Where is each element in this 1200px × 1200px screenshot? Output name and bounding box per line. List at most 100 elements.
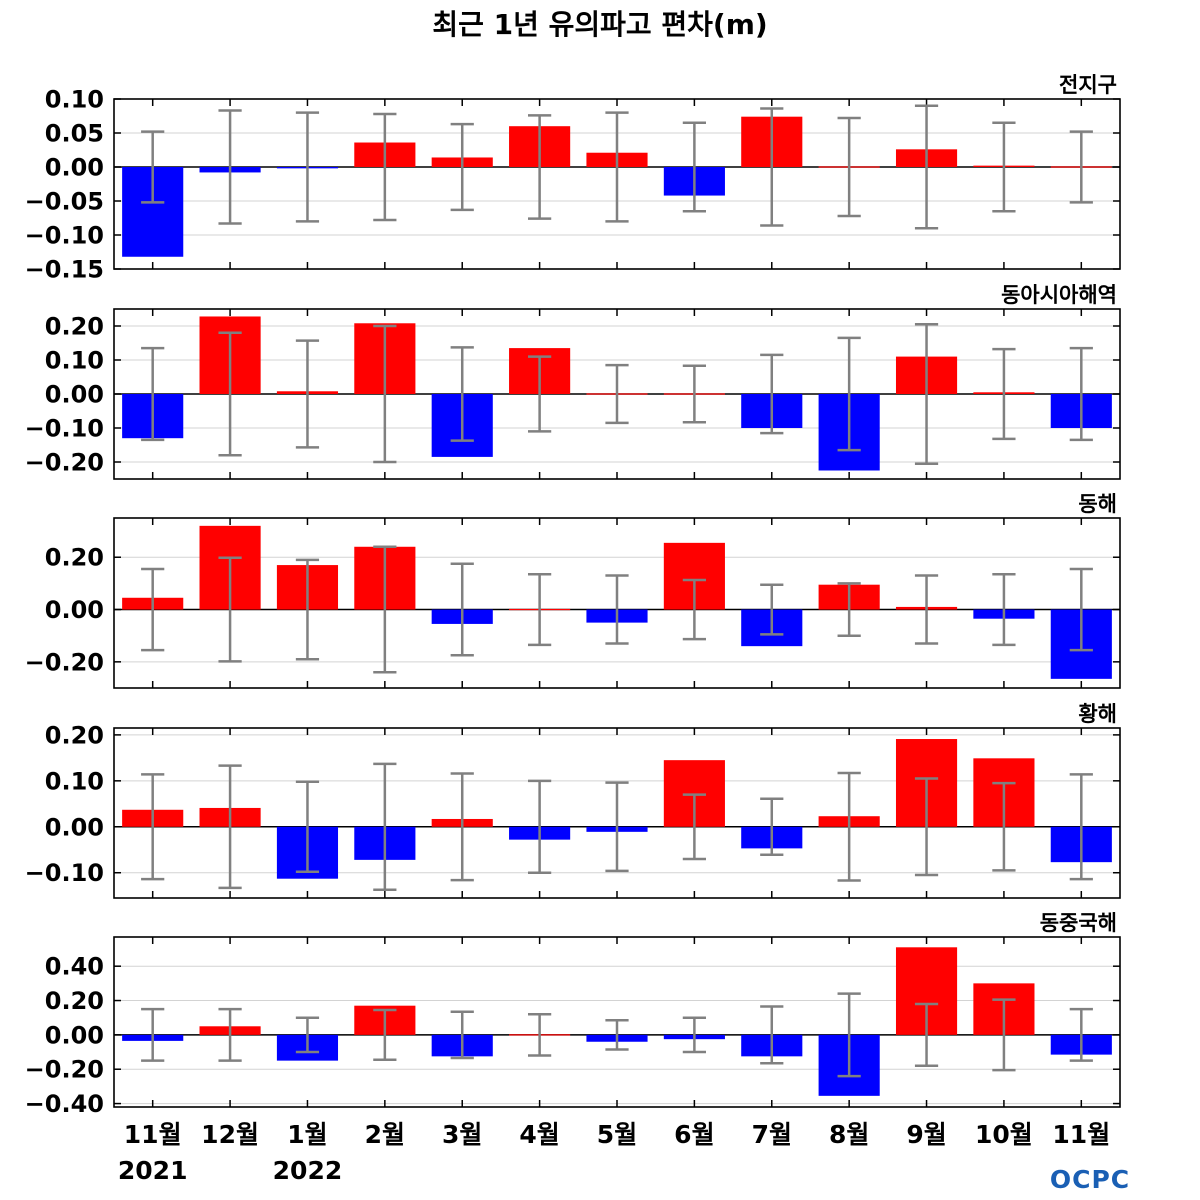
error-bar — [992, 572, 1016, 647]
panel-1: 전지구 0.10 0.05 0.00 −0.05 −0.10 −0.15 — [25, 73, 1121, 284]
panel-region-label: 전지구 — [1059, 73, 1117, 97]
error-bar — [605, 574, 629, 645]
panel-frame — [113, 517, 1121, 689]
error-bar — [295, 1016, 320, 1054]
error-bar — [373, 324, 397, 464]
error-bar — [450, 346, 474, 442]
error-bar — [837, 582, 861, 637]
panel-frame — [113, 308, 1121, 480]
error-bar — [141, 1007, 165, 1062]
error-bar — [1069, 773, 1093, 881]
error-bar — [992, 781, 1016, 872]
y-tick-label: −0.10 — [25, 859, 104, 887]
y-tick-label: −0.05 — [25, 188, 104, 216]
error-bar — [141, 346, 165, 442]
panel-3: 동해 0.20 0.00 −0.20 — [25, 492, 1121, 689]
error-bar — [605, 781, 629, 873]
error-bar — [373, 1008, 397, 1062]
error-bar — [218, 556, 242, 663]
error-bar — [528, 572, 552, 647]
error-bar — [682, 793, 706, 861]
error-bar — [450, 122, 474, 212]
error-bar — [528, 1013, 552, 1057]
error-bar — [760, 1005, 784, 1065]
error-bar — [914, 1002, 939, 1068]
x-tick-label: 4월 — [519, 1120, 559, 1149]
error-bar — [914, 777, 939, 877]
panel-5: 동중국해 0.40 0.20 0.00 −0.20 −0.40 — [25, 911, 1121, 1118]
error-bar — [141, 130, 165, 204]
x-tick-label: 9월 — [906, 1120, 946, 1149]
year-label: 2021 — [118, 1156, 188, 1185]
error-bar — [218, 1007, 242, 1062]
error-bar — [528, 114, 552, 220]
panel-4: 황해 0.20 0.10 0.00 −0.10 — [25, 702, 1121, 899]
y-tick-label: 0.00 — [45, 1021, 104, 1049]
y-tick-label: 0.20 — [45, 987, 104, 1015]
panel-frame — [113, 936, 1121, 1108]
error-bar — [1069, 567, 1093, 652]
error-bar — [914, 104, 939, 230]
x-tick-label: 7월 — [752, 1120, 792, 1149]
error-bar — [141, 567, 165, 652]
y-tick-label: −0.20 — [25, 449, 104, 477]
x-tick-label: 12월 — [201, 1120, 259, 1149]
error-bar — [992, 347, 1016, 441]
error-bar — [528, 779, 552, 874]
error-bar — [450, 772, 474, 882]
error-bar — [605, 1019, 629, 1051]
y-tick-label: −0.10 — [25, 415, 104, 443]
y-tick-label: −0.20 — [25, 648, 104, 676]
y-tick-label: 0.00 — [45, 813, 104, 841]
error-bar — [992, 998, 1016, 1072]
y-tick-label: 0.00 — [45, 381, 104, 409]
y-tick-label: −0.10 — [25, 222, 104, 250]
error-bar — [295, 111, 320, 223]
error-bar — [682, 578, 706, 641]
error-bar — [218, 109, 242, 225]
panel-region-label: 동중국해 — [1040, 911, 1117, 935]
error-bar — [218, 764, 242, 890]
error-bar — [682, 364, 706, 424]
chart-title: 최근 1년 유의파고 편차(m) — [432, 8, 767, 41]
error-bar — [373, 112, 397, 222]
panel-region-label: 황해 — [1078, 702, 1117, 726]
x-tick-label: 11월 — [124, 1120, 182, 1149]
y-tick-label: 0.00 — [45, 154, 104, 182]
x-tick-label: 11월 — [1052, 1120, 1110, 1149]
error-bar — [295, 558, 320, 661]
error-bar — [373, 762, 397, 891]
error-bar — [760, 107, 784, 227]
x-tick-label: 10월 — [975, 1120, 1033, 1149]
error-bar — [682, 121, 706, 213]
x-tick-label: 1월 — [287, 1120, 327, 1149]
y-tick-label: 0.10 — [45, 347, 104, 375]
x-axis-labels: 11월 12월 1월 2월 3월 4월 5월 6월 7월 8월 9월 10월 11월 2021 2022 — [118, 1120, 1110, 1185]
error-bar — [373, 545, 397, 674]
ocpc-logo-text: OCPC — [1050, 1165, 1130, 1194]
y-tick-label: 0.10 — [45, 86, 104, 114]
error-bar — [528, 355, 552, 433]
error-bar — [141, 773, 165, 881]
error-bar — [218, 331, 242, 457]
x-tick-label: 5월 — [597, 1120, 637, 1149]
y-tick-label: −0.20 — [25, 1056, 104, 1084]
y-tick-label: 0.20 — [45, 544, 104, 572]
y-tick-label: 0.40 — [45, 953, 104, 981]
panel-frame — [113, 727, 1121, 899]
error-bar — [837, 992, 861, 1078]
error-bar — [450, 562, 474, 657]
error-bar — [605, 363, 629, 425]
y-tick-label: 0.10 — [45, 767, 104, 795]
error-bar — [914, 574, 939, 645]
error-bar — [1069, 130, 1093, 204]
ocpc-logo: OCPC — [1050, 1165, 1130, 1194]
x-tick-label: 6월 — [674, 1120, 714, 1149]
x-tick-label: 8월 — [829, 1120, 869, 1149]
error-bar — [760, 583, 784, 636]
chart-panels: 전지구 0.10 0.05 0.00 −0.05 −0.10 −0.15 동아시아해역 0.20… — [25, 73, 1121, 1118]
error-bar — [682, 1016, 706, 1054]
error-bar — [914, 323, 939, 465]
x-tick-label: 3월 — [442, 1120, 482, 1149]
